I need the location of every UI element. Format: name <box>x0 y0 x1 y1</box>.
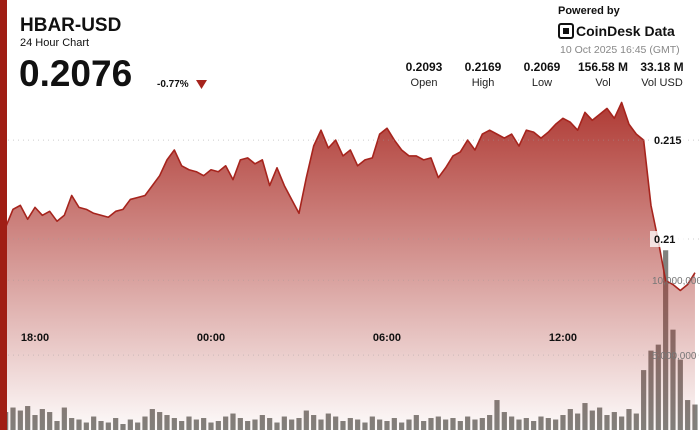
stat: 0.2169 High <box>453 60 513 89</box>
stat: 33.18 M Vol USD <box>632 60 692 89</box>
grid-layer <box>8 139 700 356</box>
price: 0.2076 <box>19 53 133 94</box>
stat-value: 0.2093 <box>405 60 443 74</box>
powered-by: Powered by <box>558 5 620 17</box>
brand-icon <box>558 23 574 39</box>
stat-value: 0.2169 <box>464 60 502 74</box>
x-tick-label: 18:00 <box>21 332 49 344</box>
stat-label: High <box>471 77 495 89</box>
stat-value: 0.2069 <box>523 60 561 74</box>
stat-label: Vol USD <box>641 77 683 89</box>
x-tick-label: 00:00 <box>197 332 225 344</box>
stat: 0.2093 Open <box>394 60 454 89</box>
timestamp: 10 Oct 2025 16:45 (GMT) <box>560 44 680 56</box>
stat-label: Low <box>531 77 553 89</box>
subtitle: 24 Hour Chart <box>20 37 90 49</box>
y2-tick-label: 10,000,000 <box>652 276 700 287</box>
symbol: HBAR-USD <box>20 15 122 36</box>
x-tick-label: 06:00 <box>373 332 401 344</box>
brand: CoinDesk Data <box>576 23 675 39</box>
stat-label: Open <box>410 77 438 89</box>
left-edge-bar <box>0 0 7 430</box>
y-tick-label-bg <box>650 231 684 248</box>
price-area <box>5 102 695 430</box>
y-tick-label-bg <box>650 132 684 149</box>
down-arrow <box>196 80 207 89</box>
label-layer: 0.21 0.215 5,000,000 10,000,000 18:00 00:00 06… <box>21 132 700 362</box>
y2-tick-label: 5,000,000 <box>652 351 697 362</box>
y-tick-label: 0.21 <box>654 234 675 246</box>
y-tick-label: 0.215 <box>654 135 682 147</box>
stat-value: 156.58 M <box>577 60 629 74</box>
stat-label: Vol <box>595 77 611 89</box>
change: -0.77% <box>157 79 189 90</box>
x-tick-label: 12:00 <box>549 332 577 344</box>
volume-bar <box>692 404 698 430</box>
stat: 0.2069 Low <box>512 60 572 89</box>
price-layer <box>4 101 696 430</box>
stat-value: 33.18 M <box>640 60 684 74</box>
price-line <box>4 101 696 292</box>
stat: 156.58 M Vol <box>573 60 633 89</box>
